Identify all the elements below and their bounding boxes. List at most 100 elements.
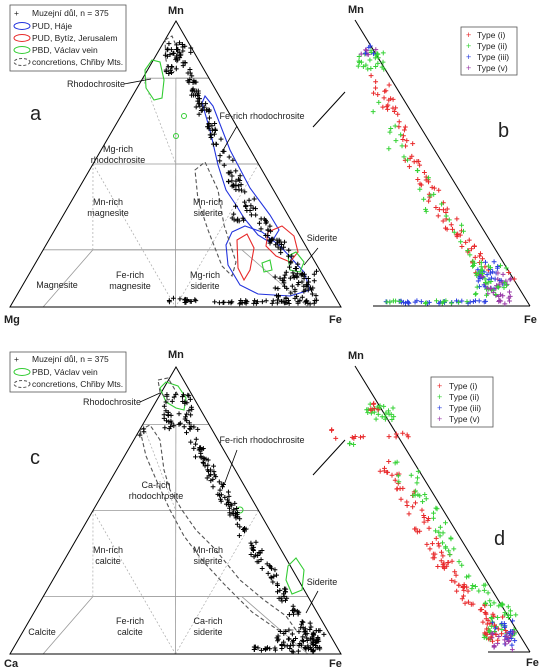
field-label: Calcite <box>28 627 56 637</box>
data-point <box>275 583 280 588</box>
data-point <box>298 272 304 278</box>
data-point <box>466 599 471 605</box>
data-point <box>408 472 414 478</box>
data-point <box>360 434 366 440</box>
data-point <box>381 95 387 101</box>
data-point <box>163 408 169 414</box>
data-point <box>389 472 395 478</box>
data-point <box>177 296 183 302</box>
data-point <box>468 601 474 607</box>
data-point <box>271 573 277 579</box>
data-point <box>433 535 439 541</box>
field-label: siderite <box>190 281 219 291</box>
data-point <box>257 220 262 226</box>
data-point <box>380 59 386 65</box>
panel-d-corner-right: Fe <box>526 657 539 669</box>
panel-c-letter: c <box>30 447 40 469</box>
data-point <box>448 300 454 306</box>
data-point <box>287 646 293 651</box>
data-point <box>351 442 356 447</box>
data-point <box>469 246 474 252</box>
data-point <box>358 434 363 440</box>
reference-outline <box>225 225 311 297</box>
data-point <box>489 275 494 281</box>
data-point <box>470 583 476 588</box>
data-point <box>435 564 441 569</box>
data-point <box>164 393 170 399</box>
data-point <box>217 158 223 164</box>
data-point <box>507 298 512 304</box>
data-point <box>307 620 313 626</box>
data-point <box>405 300 411 305</box>
data-point <box>254 559 260 565</box>
data-point <box>396 124 402 130</box>
data-point <box>471 263 476 268</box>
data-point <box>449 558 455 564</box>
data-point <box>296 643 302 649</box>
data-point <box>441 564 447 570</box>
panel-b-ternary-zoom: Mn Fe b + Type (i) + Type (ii) + Type (i… <box>312 4 537 326</box>
data-point <box>392 123 398 129</box>
data-point <box>290 270 296 276</box>
data-point <box>267 223 273 229</box>
data-point <box>275 286 281 291</box>
data-point <box>396 119 402 125</box>
data-point <box>498 292 503 298</box>
data-point <box>394 486 400 492</box>
data-point <box>459 596 465 602</box>
data-point <box>456 299 462 305</box>
data-point <box>202 463 208 469</box>
data-point <box>473 298 478 304</box>
data-point <box>507 277 513 283</box>
data-point <box>205 107 211 113</box>
data-point <box>295 282 301 288</box>
data-point <box>502 280 508 286</box>
data-point <box>171 394 177 400</box>
data-point <box>187 67 193 72</box>
data-point <box>253 206 258 212</box>
data-point <box>304 298 310 304</box>
legend-label: concretions, Chřiby Mts. <box>32 379 123 389</box>
data-point <box>423 208 429 214</box>
data-point <box>485 617 491 623</box>
data-point <box>443 298 449 304</box>
data-point <box>290 608 295 614</box>
data-point <box>166 71 172 76</box>
data-point <box>311 632 316 638</box>
data-point <box>424 542 430 547</box>
data-point <box>447 552 453 558</box>
data-point <box>252 644 258 650</box>
data-point <box>436 543 442 549</box>
data-point <box>385 102 391 108</box>
data-point <box>233 178 239 184</box>
data-point <box>195 427 201 432</box>
data-point <box>488 279 494 284</box>
data-point <box>312 298 318 303</box>
data-point <box>466 573 472 579</box>
data-point <box>310 285 316 291</box>
data-point <box>414 298 420 304</box>
data-point <box>281 244 287 250</box>
data-point <box>513 612 519 618</box>
data-point <box>279 646 285 651</box>
data-point <box>234 218 240 224</box>
data-point <box>141 429 147 435</box>
data-point <box>461 582 467 588</box>
data-point <box>482 630 488 636</box>
data-point <box>365 52 371 58</box>
data-point <box>253 539 259 545</box>
data-point <box>425 517 431 523</box>
data-point <box>226 170 232 176</box>
data-point <box>385 469 391 475</box>
data-point <box>356 58 362 64</box>
field-label: Fe-rich rhodochrosite <box>219 435 304 445</box>
data-point <box>188 45 194 51</box>
data-point <box>168 47 174 52</box>
panel-d-letter: d <box>494 528 505 550</box>
data-point <box>174 42 180 48</box>
data-point <box>294 266 299 271</box>
data-point <box>495 276 501 282</box>
data-point <box>496 603 502 609</box>
data-point <box>206 473 212 479</box>
data-point <box>508 636 514 641</box>
